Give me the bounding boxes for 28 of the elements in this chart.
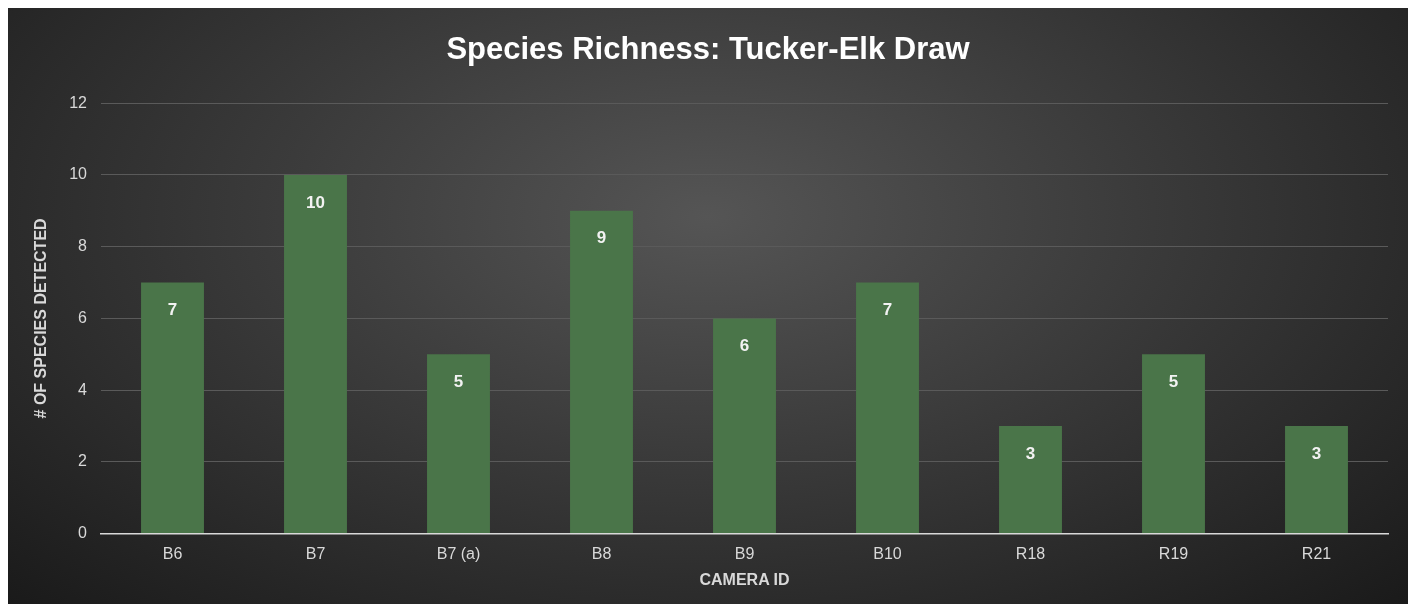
y-tick-label: 10: [69, 165, 88, 183]
x-tick-label: R21: [1301, 544, 1332, 562]
x-tick-label: B9: [734, 544, 755, 562]
y-tick-label: 8: [78, 237, 88, 255]
y-tick-label: 4: [78, 380, 88, 398]
x-tick-label: B7 (a): [436, 544, 481, 562]
x-tick-label: R18: [1015, 544, 1046, 562]
data-label: 9: [596, 228, 607, 248]
data-label: 6: [739, 336, 750, 356]
x-tick-label: B8: [591, 544, 612, 562]
data-label: 10: [306, 192, 325, 212]
y-tick-label: 2: [78, 452, 88, 470]
data-label: 7: [882, 300, 893, 320]
x-tick-label: R19: [1158, 544, 1189, 562]
y-tick-label: 0: [78, 524, 88, 542]
data-label: 7: [167, 300, 178, 320]
x-axis-title: CAMERA ID: [699, 570, 790, 588]
y-tick-label: 6: [78, 308, 88, 326]
data-label: 3: [1025, 443, 1036, 463]
x-tick-label: B7: [305, 544, 326, 562]
x-tick-label: B6: [162, 544, 183, 562]
data-label: 3: [1311, 443, 1322, 463]
y-tick-label: 12: [69, 93, 88, 111]
data-label: 5: [1168, 371, 1179, 391]
y-axis-title: # OF SPECIES DETECTED: [32, 218, 50, 419]
data-label: 5: [453, 371, 464, 391]
x-tick-label: B10: [873, 544, 902, 562]
chart-title: Species Richness: Tucker-Elk Draw: [446, 31, 971, 67]
